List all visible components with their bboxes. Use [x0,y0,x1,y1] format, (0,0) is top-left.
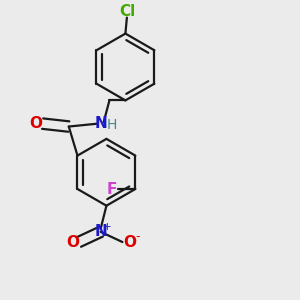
Text: -: - [135,230,140,243]
Text: N: N [94,224,107,239]
Text: O: O [123,235,136,250]
Text: O: O [29,116,42,131]
Text: O: O [66,235,79,250]
Text: +: + [103,222,111,232]
Text: F: F [107,182,117,196]
Text: H: H [106,118,117,132]
Text: Cl: Cl [119,4,136,19]
Text: N: N [95,116,108,131]
